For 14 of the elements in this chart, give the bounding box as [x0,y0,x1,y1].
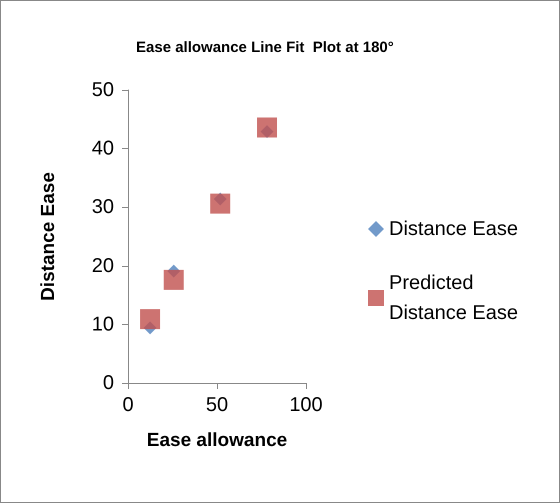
x-axis-title: Ease allowance [146,430,288,451]
y-tick-label: 50 [92,79,114,101]
y-axis-title: Distance Ease [38,172,59,301]
y-tick-label: 30 [92,196,114,218]
y-tick-label: 0 [102,372,114,394]
y-tick-label: 20 [92,254,114,277]
chart-title: Ease allowance Line Fit Plot at 180° [136,39,394,56]
x-tick-label: 100 [289,394,323,416]
x-tick-label: 50 [206,394,228,416]
y-tick-label: 10 [92,313,114,336]
x-tick-label: 0 [122,394,134,416]
y-tick-label: 40 [92,138,114,160]
legend-label: Predicted Distance Ease [389,272,518,324]
legend-label: Distance Ease [389,218,518,240]
